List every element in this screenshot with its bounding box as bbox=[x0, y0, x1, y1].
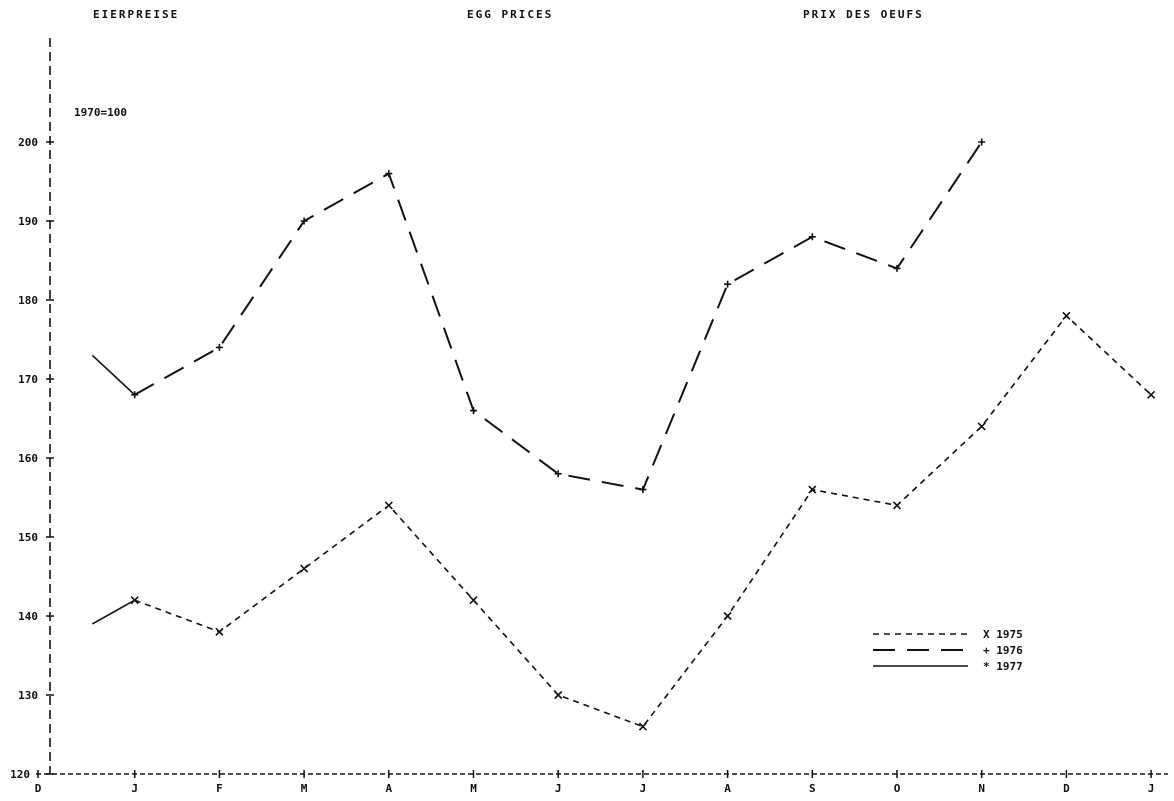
data-point-1976 bbox=[724, 280, 732, 288]
plus-marker bbox=[978, 138, 986, 146]
x-marker bbox=[808, 485, 817, 494]
y-tick-label: 130 bbox=[18, 689, 38, 702]
data-point-1976 bbox=[215, 343, 223, 351]
data-point-1975 bbox=[215, 627, 224, 636]
plus-marker bbox=[215, 343, 223, 351]
plus-marker bbox=[300, 217, 308, 225]
plus-marker bbox=[808, 233, 816, 241]
data-point-1976 bbox=[385, 170, 393, 178]
plus-marker bbox=[385, 170, 393, 178]
index-base-note: 1970=100 bbox=[74, 106, 127, 119]
series-line-1976 bbox=[134, 141, 983, 491]
x-marker bbox=[977, 422, 986, 431]
title-french: PRIX DES OEUFS bbox=[803, 8, 924, 21]
data-point-1975 bbox=[554, 690, 563, 700]
x-marker bbox=[1062, 311, 1071, 320]
y-tick-label: 180 bbox=[18, 294, 38, 307]
y-tick-label: 150 bbox=[18, 531, 38, 544]
data-point-1975 bbox=[1147, 390, 1156, 399]
y-tick-label: 140 bbox=[18, 610, 38, 623]
legend-label-1977: * 1977 bbox=[983, 660, 1023, 673]
y-tick-label: 120 bbox=[10, 768, 30, 781]
x-tick-label: M bbox=[301, 782, 308, 795]
data-point-1975 bbox=[723, 611, 732, 621]
x-marker bbox=[384, 501, 393, 510]
plus-marker bbox=[131, 391, 139, 399]
x-tick-label: J bbox=[131, 782, 138, 795]
x-marker bbox=[1147, 390, 1156, 399]
y-tick-label: 170 bbox=[18, 373, 38, 386]
data-point-1975 bbox=[300, 564, 309, 573]
x-tick-label: D bbox=[35, 782, 42, 795]
legend-label-1975: X 1975 bbox=[983, 628, 1023, 641]
x-tick-label: F bbox=[216, 782, 223, 795]
data-point-1976 bbox=[554, 470, 562, 478]
x-tick-label: A bbox=[724, 782, 731, 795]
series-layer bbox=[91, 138, 1156, 731]
x-marker bbox=[130, 596, 139, 605]
x-tick-label: N bbox=[978, 782, 985, 795]
plus-marker bbox=[554, 470, 562, 478]
x-marker bbox=[638, 722, 647, 731]
data-point-1975 bbox=[808, 485, 817, 494]
data-point-1975 bbox=[130, 596, 139, 605]
series-line-1977-connector bbox=[91, 354, 136, 396]
x-tick-label: M bbox=[470, 782, 477, 795]
title-english: EGG PRICES bbox=[467, 8, 554, 21]
data-point-1976 bbox=[808, 233, 816, 241]
x-tick-label: J bbox=[1148, 782, 1155, 795]
y-tick-label: 160 bbox=[18, 452, 38, 465]
plus-marker bbox=[470, 407, 477, 415]
x-tick-label: J bbox=[640, 782, 647, 795]
series-line-1977-connector bbox=[91, 599, 136, 625]
x-tick-label: A bbox=[385, 782, 392, 795]
x-tick-label: J bbox=[555, 782, 562, 795]
x-marker bbox=[723, 611, 732, 621]
data-point-1975 bbox=[892, 501, 902, 510]
legend: X 1975 + 1976 * 1977 bbox=[873, 628, 1023, 673]
y-axis: 130 140 150 160 170 180 190 200 120 bbox=[10, 38, 54, 781]
data-point-1975 bbox=[384, 501, 393, 510]
data-point-1976 bbox=[131, 391, 139, 399]
data-point-1975 bbox=[1062, 311, 1071, 320]
data-point-1975 bbox=[469, 596, 478, 605]
x-tick-label: O bbox=[894, 782, 901, 795]
x-marker bbox=[215, 627, 224, 636]
x-marker bbox=[554, 690, 563, 700]
title-german: EIERPREISE bbox=[93, 8, 180, 21]
x-marker bbox=[300, 564, 309, 573]
x-tick-label: S bbox=[809, 782, 816, 795]
plus-marker bbox=[639, 486, 647, 494]
data-point-1975 bbox=[638, 722, 647, 731]
data-point-1976 bbox=[300, 217, 308, 225]
data-point-1975 bbox=[977, 422, 986, 431]
data-point-1976 bbox=[978, 138, 986, 146]
data-point-1976 bbox=[639, 486, 647, 494]
y-tick-label: 190 bbox=[18, 215, 38, 228]
data-point-1976 bbox=[470, 407, 477, 415]
data-point-1976 bbox=[893, 264, 901, 272]
x-tick-label: D bbox=[1063, 782, 1070, 795]
plus-marker bbox=[893, 264, 901, 272]
legend-label-1976: + 1976 bbox=[983, 644, 1023, 657]
plus-marker bbox=[724, 280, 732, 288]
y-tick-label: 200 bbox=[18, 136, 38, 149]
x-marker bbox=[892, 501, 902, 510]
x-marker bbox=[469, 596, 478, 605]
